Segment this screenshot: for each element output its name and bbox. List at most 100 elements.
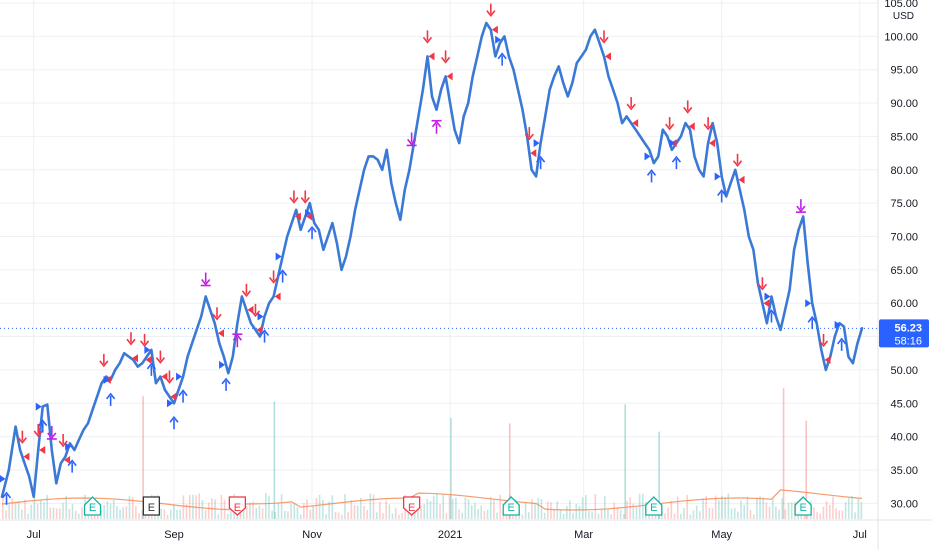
buy-flag-icon	[714, 172, 721, 181]
earnings-flag-label: E	[508, 502, 515, 514]
buy-flag-icon	[495, 35, 502, 44]
volume-bar	[483, 510, 486, 519]
volume-bar	[204, 510, 207, 519]
buy-arrow-icon	[278, 269, 288, 283]
volume-bar	[318, 494, 321, 519]
sell-arrow-icon	[757, 277, 768, 291]
sell-arrow-icon	[422, 30, 433, 44]
volume-spike	[805, 420, 808, 519]
volume-bar	[778, 509, 780, 519]
volume-bar	[40, 499, 42, 519]
earnings-flag-icon[interactable]: E	[645, 496, 663, 516]
earnings-flag-icon[interactable]: E	[502, 496, 520, 516]
buy-arrow-icon	[646, 169, 657, 183]
sell-flag-icon	[688, 122, 695, 131]
volume-bar	[486, 509, 489, 519]
earnings-flag-icon[interactable]: E	[794, 496, 812, 516]
volume-bar	[417, 502, 419, 519]
volume-bar	[24, 499, 26, 519]
special-sell-arrow-icon	[796, 199, 806, 213]
sell-flag-icon	[64, 455, 71, 464]
buy-arrow-icon-head	[837, 337, 847, 345]
volume-bar	[337, 512, 340, 519]
volume-bar	[106, 501, 109, 519]
volume-bar	[527, 512, 530, 519]
volume-bar	[531, 499, 533, 519]
sell-arrow-icon	[33, 423, 43, 438]
volume-bar	[746, 496, 749, 519]
buy-flag-icon	[176, 372, 183, 381]
volume-bar	[385, 500, 387, 519]
sell-arrow-icon-head	[250, 310, 261, 318]
volume-bar	[176, 509, 178, 519]
volume-bar	[714, 495, 717, 519]
volume-bar	[271, 510, 273, 519]
volume-bar	[613, 502, 616, 519]
buy-arrow-icon-head	[259, 329, 270, 337]
sell-arrow-icon-head	[58, 440, 68, 448]
earnings-flag-icon[interactable]: E	[402, 496, 421, 516]
buy-arrow-icon-head	[717, 189, 727, 196]
volume-bar	[578, 505, 581, 519]
volume-bar	[537, 497, 540, 519]
sell-flag-icon	[306, 212, 313, 221]
sell-arrow-icon	[164, 370, 175, 384]
volume-bar	[489, 496, 492, 519]
volume-bar	[369, 493, 372, 519]
sell-flag-icon	[39, 445, 46, 454]
volume-bar	[480, 505, 483, 519]
volume-bar	[420, 506, 422, 519]
sell-arrow-icon	[300, 190, 310, 204]
volume-bar	[860, 502, 863, 519]
sell-arrow-icon	[241, 283, 252, 298]
earnings-flag-icon[interactable]: E	[83, 496, 102, 516]
sell-arrow-icon	[599, 30, 609, 44]
sell-arrow-icon-head	[126, 338, 136, 346]
volume-bar	[5, 510, 7, 519]
volume-bar	[112, 499, 115, 519]
volume-bar	[854, 512, 856, 519]
volume-bar	[43, 502, 45, 519]
buy-arrow-icon	[221, 377, 231, 391]
price-tick-label: 35.00	[890, 465, 918, 477]
earnings-flag-label: E	[89, 502, 96, 514]
volume-bar	[74, 510, 77, 519]
volume-bar	[379, 501, 381, 519]
sell-arrow-icon-head	[440, 56, 451, 64]
volume-bar	[252, 501, 254, 519]
buy-flag-icon	[257, 312, 264, 321]
grid	[0, 0, 878, 520]
earnings-flag-icon[interactable]: E	[142, 496, 161, 516]
buy-arrow-icon-head	[221, 377, 231, 385]
volume-bar	[619, 510, 622, 519]
volume-bar	[356, 505, 359, 519]
volume-bar	[673, 513, 676, 519]
volume-bar	[496, 512, 498, 519]
volume-bar	[334, 512, 337, 519]
volume-bar	[429, 501, 432, 519]
volume-bar	[702, 498, 704, 519]
buy-arrow-icon	[146, 362, 156, 376]
volume-bar	[505, 514, 508, 519]
volume-bar	[33, 497, 36, 519]
volume-bar	[11, 498, 14, 519]
buy-arrow-icon	[837, 337, 847, 351]
sell-flag-icon	[709, 139, 716, 148]
volume-bar	[857, 498, 860, 519]
price-line[interactable]	[0, 21, 864, 499]
volume-bar	[398, 514, 400, 519]
volume-bar	[521, 514, 524, 519]
volume-bar	[179, 509, 182, 519]
currency-label: USD	[893, 11, 914, 22]
sell-arrow-icon-head	[300, 196, 310, 204]
volume-bar	[765, 502, 768, 519]
earnings-flag-body	[142, 496, 161, 516]
buy-arrow-icon-head	[67, 459, 77, 467]
volume-bar	[344, 494, 346, 519]
buy-flag-icon	[219, 360, 226, 369]
earnings-flag-icon[interactable]: E	[228, 496, 247, 516]
buy-arrow-icon-head	[536, 155, 546, 163]
